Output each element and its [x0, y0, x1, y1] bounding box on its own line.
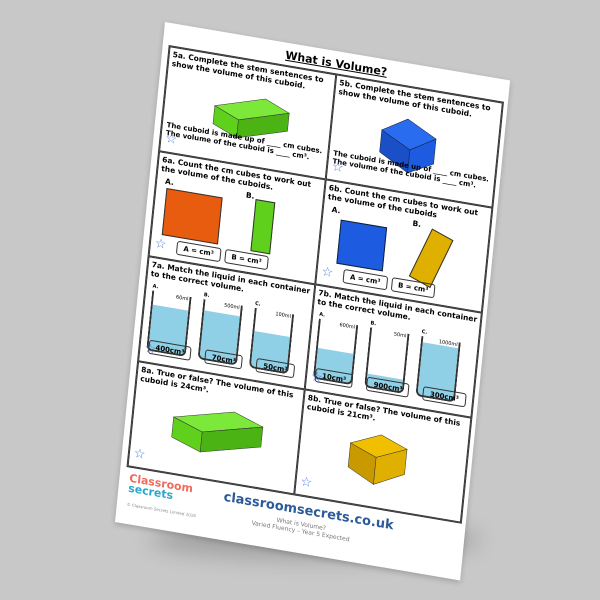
scale-label: 50ml [393, 331, 407, 340]
question-8b: 8b. True or false? The volume of this cu… [294, 389, 472, 523]
scale-label: 100ml [275, 310, 292, 320]
label-b: B. [412, 218, 422, 230]
star-icon: ☆ [299, 474, 313, 492]
green-cuboid [171, 411, 264, 453]
volume-option[interactable]: 300cm³ [422, 386, 467, 408]
star-icon: ☆ [154, 236, 168, 254]
label-b: B. [245, 190, 255, 201]
scale-label: 60ml [175, 294, 189, 303]
star-icon: ☆ [164, 131, 178, 149]
worksheet: What is Volume? 5a. Complete the stem se… [115, 22, 511, 581]
blue-cuboid [379, 118, 437, 174]
star-icon: ☆ [310, 369, 324, 387]
question-5b: 5b. Complete the stem sentences to show … [325, 74, 503, 208]
copyright: © Classroom Secrets Limited 2018 [126, 501, 197, 519]
orange-cuboid [161, 188, 223, 245]
scale-label: 600ml [339, 321, 356, 331]
star-icon: ☆ [331, 159, 345, 177]
yellow-cuboid [408, 228, 454, 289]
star-icon: ☆ [133, 446, 147, 464]
question-8a: 8a. True or false? The volume of this cu… [127, 361, 305, 495]
green-cuboid [250, 199, 276, 255]
label-a: A. [164, 176, 175, 188]
star-icon: ☆ [143, 341, 157, 359]
label-a: A. [331, 204, 341, 216]
yellow-cuboid [347, 434, 408, 485]
scale-label: 500ml [223, 302, 240, 311]
question-5a: 5a. Complete the stem sentences to show … [159, 46, 337, 180]
green-cuboid [212, 98, 290, 139]
star-icon: ☆ [320, 264, 334, 282]
classroom-secrets-logo: Classroom secrets [127, 471, 194, 503]
answer-a-box[interactable]: A = cm³ [342, 268, 388, 291]
blue-cuboid [336, 219, 388, 272]
